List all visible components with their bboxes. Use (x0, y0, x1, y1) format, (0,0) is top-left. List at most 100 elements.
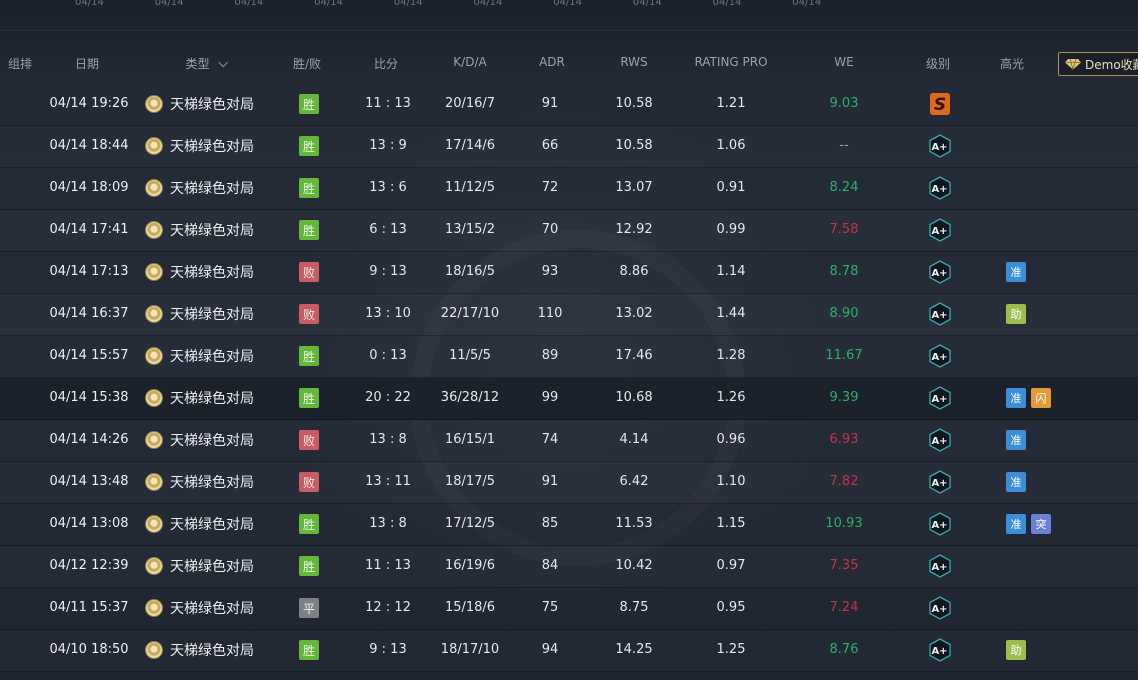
mode-emblem-icon (145, 347, 163, 365)
chevron-down-icon (218, 57, 229, 68)
match-adr: 93 (541, 264, 559, 279)
match-kda: 18/17/5 (444, 474, 496, 489)
match-rating: 1.06 (716, 138, 746, 153)
match-type: 天梯绿色对局 (145, 220, 254, 240)
table-row[interactable]: 04/14 18:09 天梯绿色对局 胜 13 : 6 11/12/5 72 13.07 0.… (0, 168, 1138, 210)
match-rating: 1.44 (716, 306, 746, 321)
svg-text:A+: A+ (931, 352, 947, 363)
header-type-label: 类型 (185, 57, 210, 71)
date-strip-label: 04/14 (632, 0, 662, 8)
match-date: 04/14 18:44 (49, 138, 129, 153)
match-type-label: 天梯绿色对局 (170, 181, 254, 197)
highlight-badge[interactable]: 准 (1006, 472, 1026, 492)
match-score: 13 : 8 (369, 516, 407, 531)
highlight-badge[interactable]: 助 (1006, 640, 1026, 660)
match-date: 04/14 15:38 (49, 390, 129, 405)
match-rws: 13.07 (615, 180, 653, 195)
table-row[interactable]: 04/11 15:37 天梯绿色对局 平 12 : 12 15/18/6 75 8.75 0.… (0, 588, 1138, 630)
match-rws: 10.68 (615, 390, 653, 405)
highlight-tags: 准 (1006, 430, 1026, 450)
svg-text:S: S (934, 95, 946, 115)
highlight-badge[interactable]: 助 (1006, 304, 1026, 324)
header-type-filter[interactable]: 类型 (185, 55, 229, 72)
match-score: 11 : 13 (365, 96, 411, 111)
match-we: 8.90 (829, 306, 859, 321)
table-row[interactable]: 04/14 16:37 天梯绿色对局 败 13 : 10 22/17/10 110 13.0… (0, 294, 1138, 336)
result-badge: 败 (299, 262, 319, 282)
match-type: 天梯绿色对局 (145, 640, 254, 660)
highlight-badge[interactable]: 闪 (1031, 388, 1051, 408)
match-type-label: 天梯绿色对局 (170, 559, 254, 575)
match-type: 天梯绿色对局 (145, 304, 254, 324)
header-adr: ADR (539, 55, 565, 69)
match-type-label: 天梯绿色对局 (170, 643, 254, 659)
table-row[interactable]: 04/14 17:41 天梯绿色对局 胜 6 : 13 13/15/2 70 12.92 0.… (0, 210, 1138, 252)
level-badge-icon: A+ (928, 554, 952, 578)
mode-emblem-icon (145, 305, 163, 323)
mode-emblem-icon (145, 221, 163, 239)
match-kda: 11/12/5 (444, 180, 496, 195)
mode-emblem-icon (145, 263, 163, 281)
svg-text:A+: A+ (931, 184, 947, 195)
header-we: WE (834, 55, 854, 69)
table-row[interactable]: 04/14 15:57 天梯绿色对局 胜 0 : 13 11/5/5 89 17.46 1.2… (0, 336, 1138, 378)
match-we: -- (839, 138, 849, 153)
match-type-label: 天梯绿色对局 (170, 307, 254, 323)
svg-text:A+: A+ (931, 604, 947, 615)
header-score: 比分 (373, 57, 399, 71)
match-rating: 1.14 (716, 264, 746, 279)
match-date: 04/14 14:26 (49, 432, 129, 447)
match-rws: 8.75 (619, 600, 649, 615)
table-row[interactable]: 04/14 13:08 天梯绿色对局 胜 13 : 8 17/12/5 85 11.53 1.… (0, 504, 1138, 546)
match-rws: 11.53 (615, 516, 653, 531)
svg-text:A+: A+ (931, 562, 947, 573)
date-strip-label: 04/14 (393, 0, 423, 8)
highlight-badge[interactable]: 突 (1031, 514, 1051, 534)
match-type: 天梯绿色对局 (145, 178, 254, 198)
match-type-label: 天梯绿色对局 (170, 349, 254, 365)
match-rating: 1.25 (716, 642, 746, 657)
table-row[interactable]: 04/10 18:50 天梯绿色对局 胜 9 : 13 18/17/10 94 14.25 1… (0, 630, 1138, 672)
match-date: 04/11 15:37 (49, 600, 129, 615)
match-kda: 17/12/5 (444, 516, 496, 531)
table-row[interactable]: 04/14 14:26 天梯绿色对局 败 13 : 8 16/15/1 74 4.14 0.9… (0, 420, 1138, 462)
match-rating: 0.99 (716, 222, 746, 237)
table-row[interactable]: 04/14 13:48 天梯绿色对局 败 13 : 11 18/17/5 91 6.42 1.… (0, 462, 1138, 504)
mode-emblem-icon (145, 389, 163, 407)
match-adr: 91 (541, 96, 559, 111)
match-rws: 14.25 (615, 642, 653, 657)
match-we: 9.03 (829, 96, 859, 111)
highlight-badge[interactable]: 准 (1006, 262, 1026, 282)
table-row[interactable]: 04/14 18:44 天梯绿色对局 胜 13 : 9 17/14/6 66 10.58 1.… (0, 126, 1138, 168)
table-row[interactable]: 04/14 15:38 天梯绿色对局 胜 20 : 22 36/28/12 99 10.68… (0, 378, 1138, 420)
highlight-badge[interactable]: 准 (1006, 514, 1026, 534)
match-date: 04/14 17:13 (49, 264, 129, 279)
match-kda: 18/17/10 (440, 642, 500, 657)
match-type: 天梯绿色对局 (145, 556, 254, 576)
match-we: 7.58 (829, 222, 859, 237)
table-row[interactable]: 04/14 17:13 天梯绿色对局 败 9 : 13 18/16/5 93 8.86 1.1… (0, 252, 1138, 294)
highlight-badge[interactable]: 准 (1006, 388, 1026, 408)
match-date: 04/12 12:39 (49, 558, 129, 573)
match-type-label: 天梯绿色对局 (170, 223, 254, 239)
match-rating: 1.26 (716, 390, 746, 405)
demo-favorites-button[interactable]: Demo收藏 (1058, 52, 1138, 76)
table-row[interactable]: 04/14 19:26 天梯绿色对局 胜 11 : 13 20/16/7 91 10.58 1… (0, 84, 1138, 126)
highlight-badge[interactable]: 准 (1006, 430, 1026, 450)
svg-text:A+: A+ (931, 310, 947, 321)
mode-emblem-icon (145, 431, 163, 449)
table-row[interactable]: 04/12 12:39 天梯绿色对局 胜 11 : 13 16/19/6 84 10.42 0… (0, 546, 1138, 588)
match-score: 12 : 12 (365, 600, 411, 615)
match-kda: 22/17/10 (440, 306, 500, 321)
result-badge: 胜 (299, 136, 319, 156)
level-badge-icon: S (928, 92, 952, 116)
diamond-icon (1065, 58, 1081, 70)
result-badge: 胜 (299, 388, 319, 408)
match-rws: 10.58 (615, 96, 653, 111)
match-rating: 0.91 (716, 180, 746, 195)
match-adr: 74 (541, 432, 559, 447)
header-highlight: 高光 (999, 57, 1025, 71)
match-adr: 99 (541, 390, 559, 405)
result-badge: 胜 (299, 640, 319, 660)
match-kda: 18/16/5 (444, 264, 496, 279)
